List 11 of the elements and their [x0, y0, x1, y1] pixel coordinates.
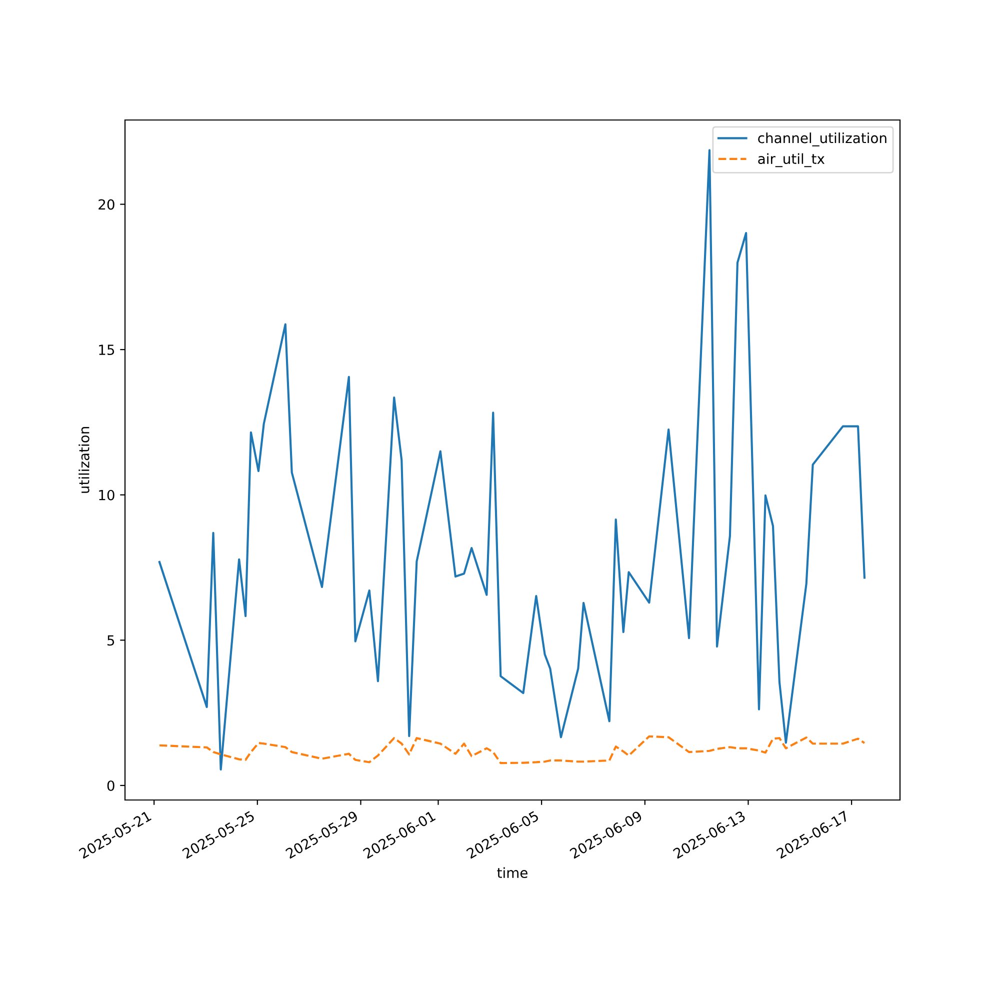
y-tick-label: 0: [107, 780, 114, 791]
y-tick-label: 20: [98, 199, 114, 210]
y-tick-label: 5: [108, 635, 114, 646]
legend-label: channel_utilization: [758, 132, 886, 146]
x-axis-title: time: [497, 867, 528, 878]
y-tick-label: 15: [99, 344, 114, 356]
y-tick-label: 10: [99, 490, 114, 500]
legend-label: air_util_tx: [758, 153, 825, 168]
line-series: [158, 149, 866, 771]
y-axis-title: utilization: [78, 427, 90, 493]
line-series: [158, 735, 866, 764]
